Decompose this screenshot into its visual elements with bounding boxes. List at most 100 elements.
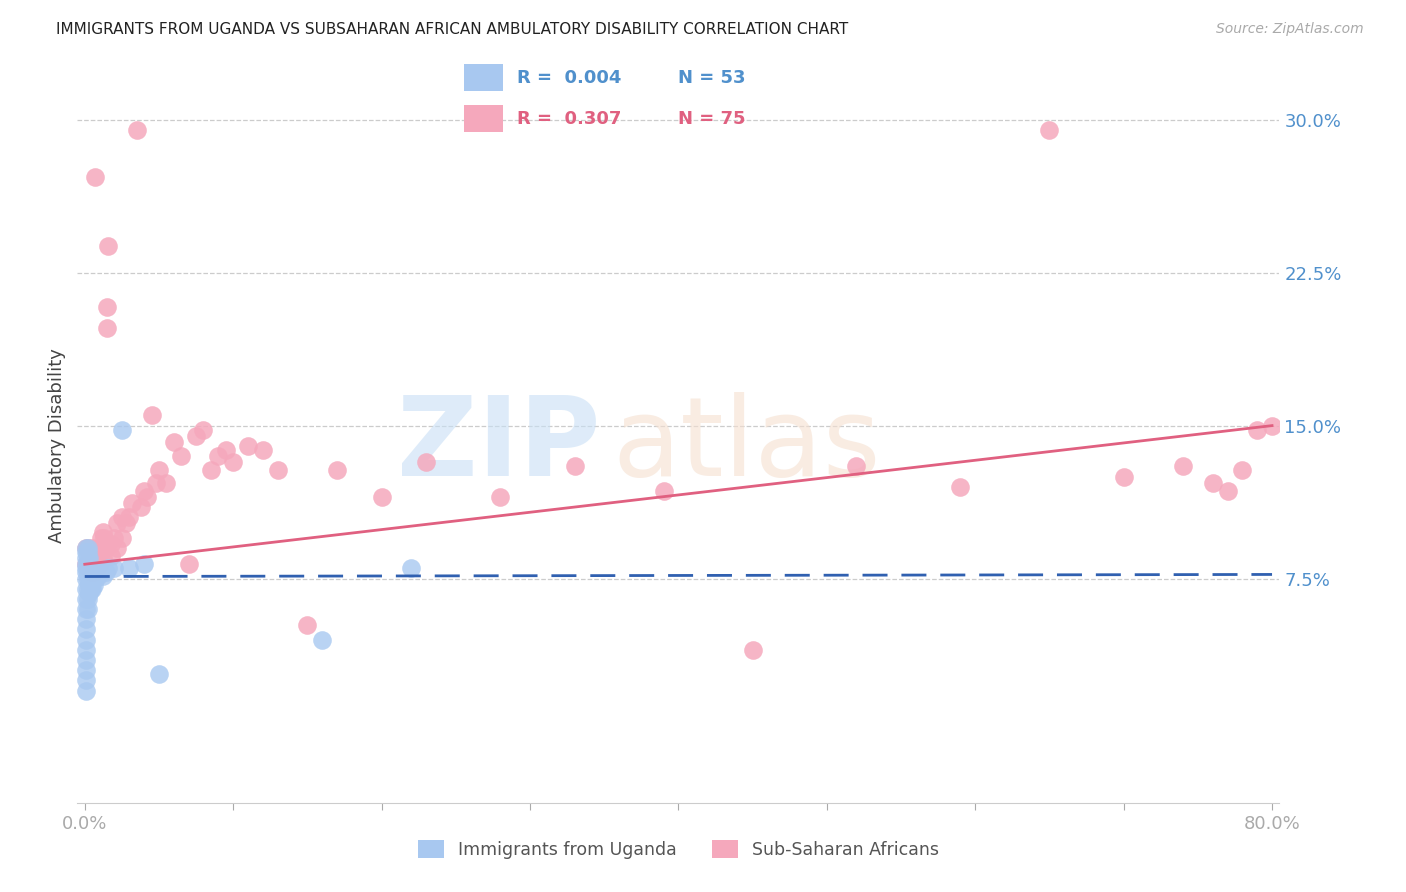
Point [326,463,349,477]
Point [93,531,115,545]
Point [86,566,108,580]
Point [75,572,97,586]
Point [141,409,163,423]
Point [94,566,117,580]
Point [75,541,97,555]
Point [297,618,319,632]
Point [311,632,333,647]
Point [83,566,105,580]
Point [76,602,98,616]
Point [75,566,97,580]
Point [564,459,586,474]
Point [83,549,105,563]
Point [129,500,152,515]
Point [76,591,98,606]
Point [1201,475,1223,490]
Point [75,623,97,637]
Point [82,561,104,575]
Point [207,449,229,463]
Point [79,561,103,575]
Point [75,591,97,606]
Point [75,653,97,667]
Point [96,320,118,334]
Point [741,643,763,657]
FancyBboxPatch shape [464,64,503,91]
Point [170,449,193,463]
Point [100,549,122,563]
Point [76,551,98,566]
Legend: Immigrants from Uganda, Sub-Saharan Africans: Immigrants from Uganda, Sub-Saharan Afri… [412,833,945,865]
Point [75,551,97,566]
Point [1216,483,1239,498]
Point [86,545,108,559]
Point [77,561,100,575]
Point [76,541,98,555]
Point [401,561,423,575]
Point [96,301,118,315]
Point [184,429,207,443]
Point [148,463,170,477]
Text: Source: ZipAtlas.com: Source: ZipAtlas.com [1216,22,1364,37]
Point [83,566,105,580]
Point [89,558,111,572]
Point [79,572,103,586]
Text: R =  0.004: R = 0.004 [517,69,621,87]
Point [75,602,97,616]
Point [200,463,222,477]
Point [103,531,125,545]
Point [267,463,290,477]
Point [75,663,97,677]
Point [163,434,186,449]
Point [75,561,97,575]
Point [75,612,97,626]
Text: atlas: atlas [612,392,880,500]
Point [75,582,97,596]
Point [82,541,104,555]
Point [84,558,107,572]
Point [136,490,159,504]
Point [79,582,103,596]
Point [77,586,100,600]
Point [84,169,107,184]
Text: R =  0.307: R = 0.307 [517,110,621,128]
Point [103,561,125,575]
Point [75,643,97,657]
Point [949,480,972,494]
Point [77,558,100,572]
Point [1171,459,1194,474]
Point [75,545,97,559]
Point [87,551,110,566]
Point [91,569,114,583]
Point [82,582,104,596]
Point [415,455,437,469]
Point [215,443,238,458]
Text: IMMIGRANTS FROM UGANDA VS SUBSAHARAN AFRICAN AMBULATORY DISABILITY CORRELATION C: IMMIGRANTS FROM UGANDA VS SUBSAHARAN AFR… [56,22,848,37]
Point [75,683,97,698]
Point [91,551,114,566]
Point [84,572,107,586]
Point [97,239,120,253]
Point [1232,463,1254,477]
Point [132,483,156,498]
Point [111,423,134,437]
Text: N = 53: N = 53 [679,69,747,87]
Point [77,545,100,559]
Point [155,475,177,490]
Point [75,673,97,688]
Point [845,459,868,474]
Text: ZIP: ZIP [396,392,600,500]
Point [76,561,98,575]
Point [77,572,100,586]
Point [76,561,98,575]
Point [111,531,134,545]
Point [76,541,98,555]
Point [83,577,105,591]
Point [82,572,104,586]
Point [1261,418,1284,433]
Point [94,541,117,555]
Point [118,510,141,524]
Point [489,490,512,504]
Y-axis label: Ambulatory Disability: Ambulatory Disability [48,349,66,543]
Point [76,572,98,586]
Point [121,496,143,510]
